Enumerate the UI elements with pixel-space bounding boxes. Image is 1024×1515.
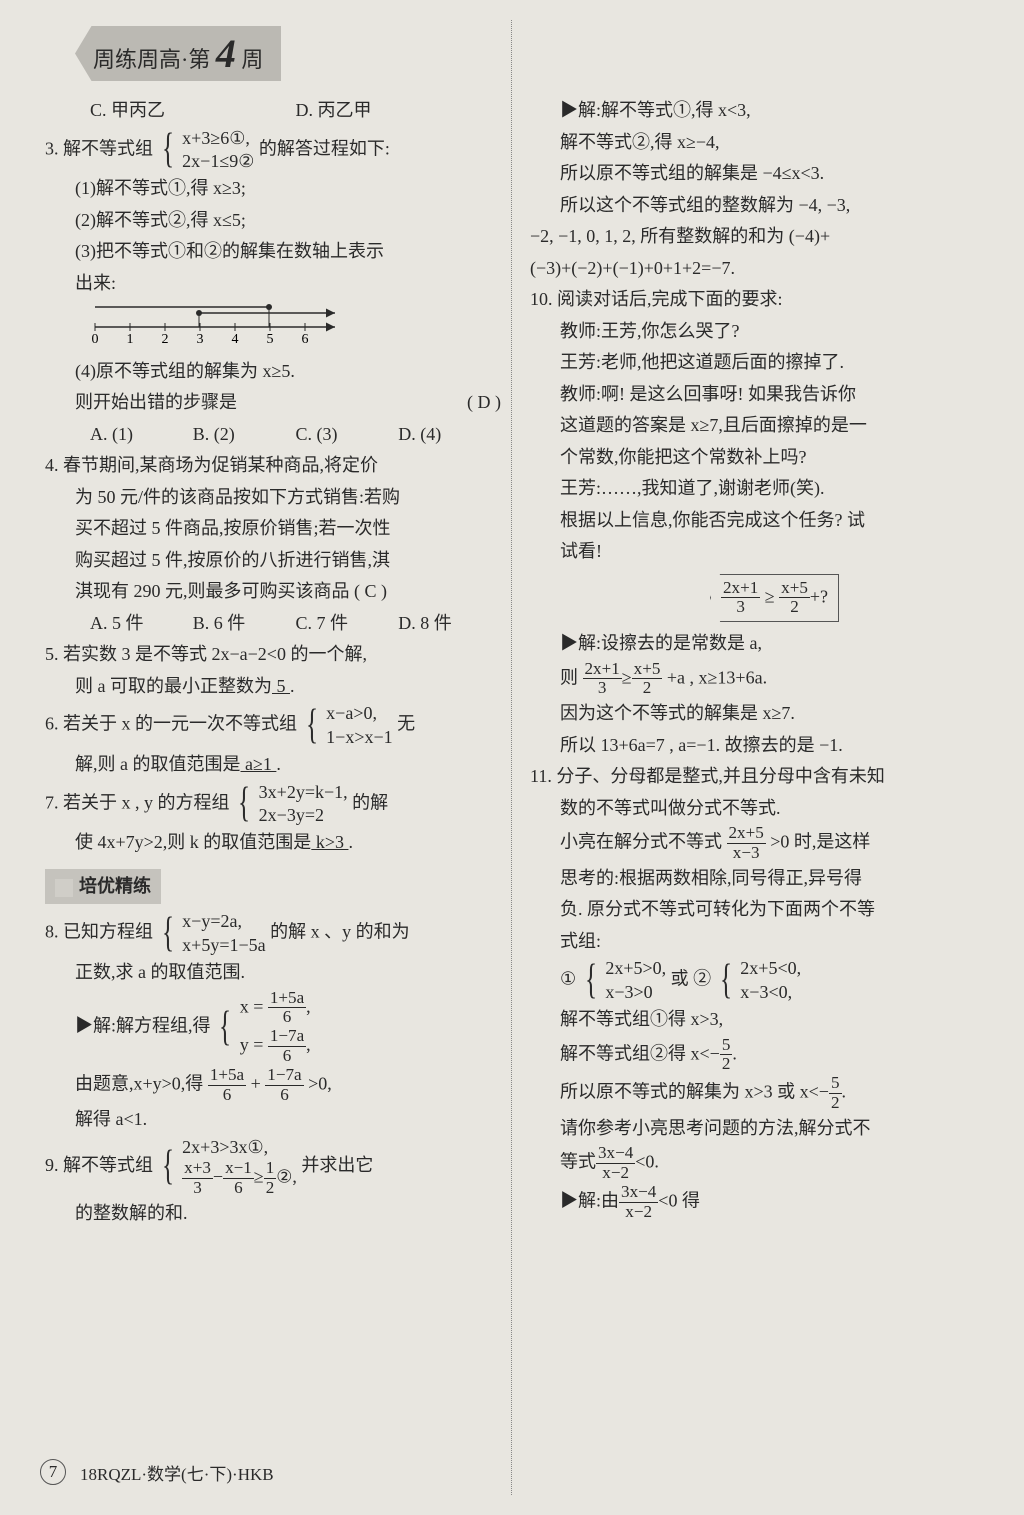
q7-blank: k>3 [311,832,348,852]
left-brace-icon: { [720,970,732,991]
right-column: ▶解:解不等式①,得 x<3, 解不等式②,得 x≥−4, 所以原不等式组的解集… [512,20,989,1495]
svg-text:5: 5 [267,332,274,347]
q10: 10. 阅读对话后,完成下面的要求: [530,284,979,316]
section-heading: 培优精练 [45,869,161,905]
svg-text:1: 1 [127,332,134,347]
q3-step1: (1)解不等式①,得 x≥3; [45,173,501,205]
svg-text:2: 2 [162,332,169,347]
q7: 7. 若关于 x , y 的方程组 { 3x+2y=k−1,2x−3y=2 的解 [45,781,501,828]
q2-opt-c: C. 甲丙乙 [90,95,296,127]
left-brace-icon: { [162,139,174,160]
q3-step4: (4)原不等式组的解集为 x≥5. [45,356,501,388]
left-column: C. 甲丙乙 D. 丙乙甲 3. 解不等式组 { x+3≥6①,2x−1≤9② … [35,20,512,1495]
left-brace-icon: { [219,1017,231,1038]
square-icon [55,879,73,897]
q3-question: 则开始出错的步骤是 ( D ) [45,387,501,419]
left-brace-icon: { [162,923,174,944]
q11: 11. 分子、分母都是整式,并且分母中含有未知 [530,761,979,793]
number-line: 0 1 2 3 4 5 6 [45,299,501,356]
q2-options: C. 甲丙乙 D. 丙乙甲 [45,95,501,127]
q5: 5. 若实数 3 是不等式 2x−a−2<0 的一个解, [45,639,501,671]
page-body: C. 甲丙乙 D. 丙乙甲 3. 解不等式组 { x+3≥6①,2x−1≤9② … [0,0,1024,1515]
q4-options: A. 5 件B. 6 件C. 7 件D. 8 件 [45,608,501,640]
left-brace-icon: { [238,793,250,814]
svg-text:3: 3 [197,332,204,347]
svg-text:6: 6 [302,332,309,347]
q9-solution: ▶解:解不等式①,得 x<3, [530,95,979,127]
q6: 6. 若关于 x 的一元一次不等式组 { x−a>0,1−x>x−1 无 [45,702,501,749]
q11-groups: ① { 2x+5>0,x−3>0 或 ② { 2x+5<0,x−3<0, [530,957,979,1004]
q11-solution: ▶解:由3x−4x−2<0 得 [530,1183,979,1222]
page-footer: 7 18RQZL·数学(七·下)·HKB [40,1459,274,1485]
footer-code: 18RQZL·数学(七·下)·HKB [80,1460,274,1485]
q3-options: A. (1)B. (2)C. (3)D. (4) [45,419,501,451]
q3: 3. 解不等式组 { x+3≥6①,2x−1≤9② 的解答过程如下: [45,127,501,174]
q9: 9. 解不等式组 { 2x+3>3x①, x+33−x−16≥12②, 并求出它 [45,1136,501,1198]
left-brace-icon: { [585,970,597,991]
left-brace-icon: { [162,1156,174,1177]
q3-answer: ( D ) [467,387,501,419]
q8-solution: ▶解:解方程组,得 { x = 1+5a6, y = 1−7a6, [45,989,501,1066]
q10-formula-box: 2x+13 ≥ x+52+? [530,568,979,629]
q2-opt-d: D. 丙乙甲 [296,95,502,127]
q3-step3: (3)把不等式①和②的解集在数轴上表示 [45,236,501,268]
svg-text:4: 4 [232,332,239,347]
q4: 4. 春节期间,某商场为促销某种商品,将定价 [45,450,501,482]
left-brace-icon: { [306,715,318,736]
q6-blank: a≥1 [241,754,277,774]
svg-text:0: 0 [92,332,99,347]
q3-step2: (2)解不等式②,得 x≤5; [45,205,501,237]
q10-solution: ▶解:设擦去的是常数是 a, [530,628,979,660]
q5-blank: 5 [272,676,290,696]
q8: 8. 已知方程组 { x−y=2a,x+5y=1−5a 的解 x 、y 的和为 [45,910,501,957]
page-number: 7 [40,1459,66,1485]
